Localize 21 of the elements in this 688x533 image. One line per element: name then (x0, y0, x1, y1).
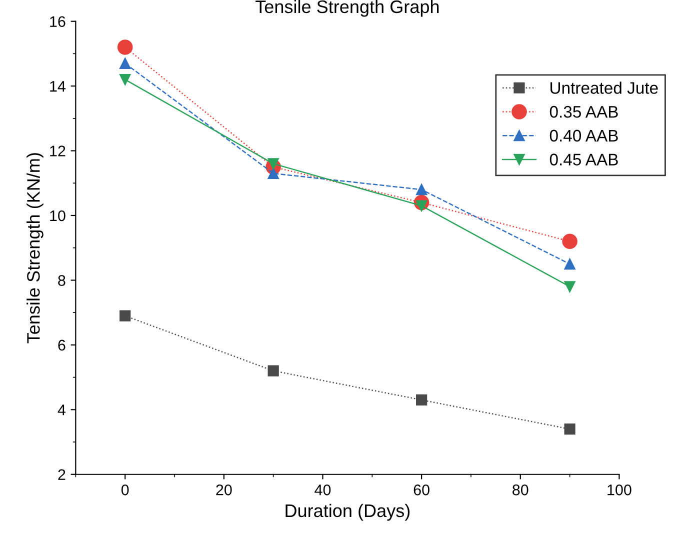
x-tick-label: 100 (608, 484, 632, 496)
y-tick-label: 12 (50, 146, 66, 156)
x-tick-label: 60 (414, 484, 430, 496)
y-tick-label: 14 (50, 81, 66, 92)
x-tick-label: 0 (121, 484, 129, 496)
x-tick-label: 80 (512, 484, 528, 496)
x-axis-title: Duration (Days) (286, 504, 410, 521)
y-tick-label: 8 (58, 275, 66, 286)
y-tick-label: 2 (58, 469, 66, 480)
y-tick-label: 4 (58, 404, 66, 416)
legend-label: 0.45 AAB (550, 154, 618, 166)
y-axis-title: Tensile Strength (KN/m) (26, 153, 44, 344)
y-tick-label: 16 (50, 16, 66, 28)
legend-label: 0.40 AAB (550, 130, 618, 142)
legend-label: 0.35 AAB (550, 106, 618, 118)
x-tick-label: 20 (216, 484, 232, 496)
x-tick-label: 40 (314, 484, 331, 496)
y-tick-label: 6 (58, 340, 66, 351)
legend-label: Untreated Jute (550, 82, 658, 94)
chart-title: Tensile Strength Graph (256, 0, 439, 17)
y-tick-label: 10 (50, 210, 66, 222)
